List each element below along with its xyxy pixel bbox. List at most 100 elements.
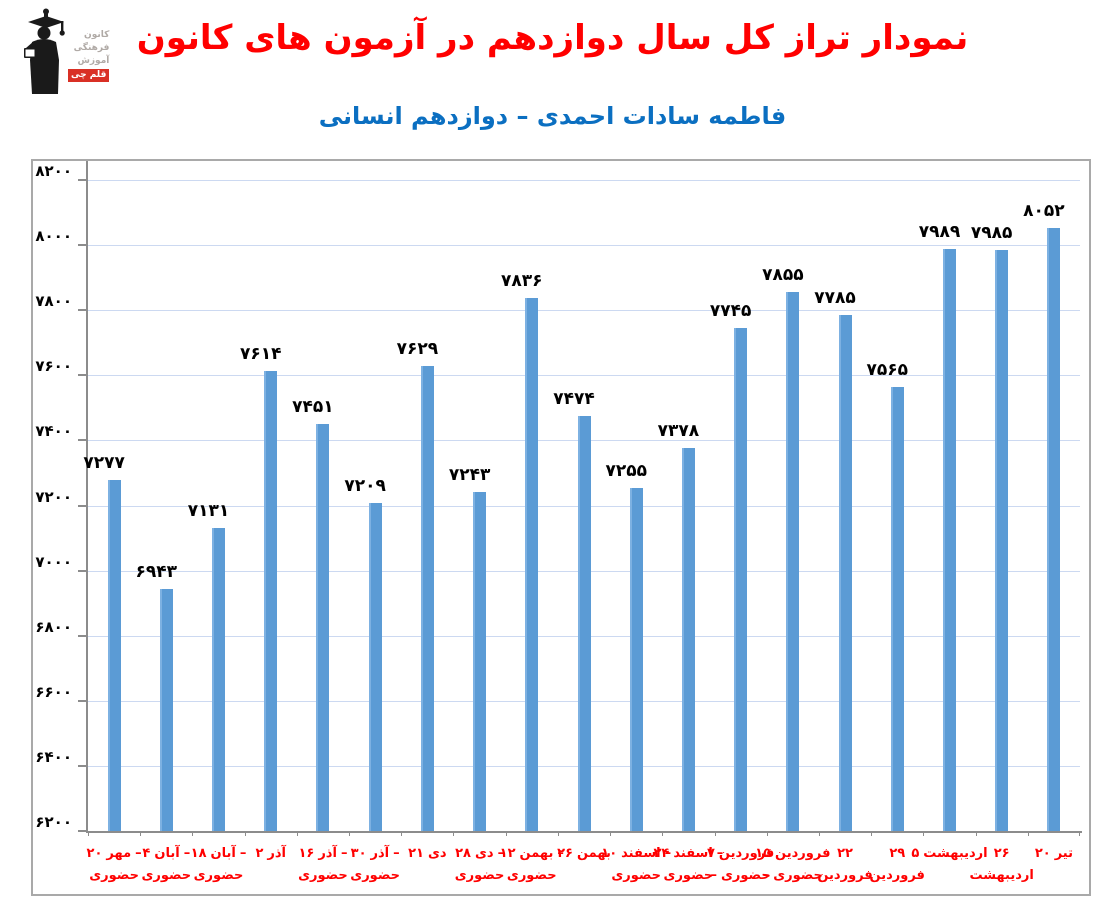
logo-text-line-2: فرهنگی — [73, 43, 110, 53]
y-tick-label: ۷۴۰۰ — [35, 422, 72, 441]
x-category-label-line: حضوری — [454, 868, 505, 883]
x-category-label: ۱۵ فروردین – حضوری — [733, 843, 853, 887]
bar — [1047, 228, 1061, 831]
bar — [368, 502, 382, 831]
x-category-label: ۲۸ دی – حضوری — [420, 843, 540, 887]
chart-box: ۶۲۰۰ ۶۴۰۰ ۶۶۰۰ ۶۸۰۰ ۷۰۰۰ ۷۲۰۰ ۷۴۰۰ ۷۶۰۰ ۷۸۰۰ ۸۰۰۰… — [31, 159, 1091, 896]
x-tick-mark — [244, 831, 246, 836]
x-category-label: ۲۲ فروردین — [785, 843, 905, 887]
bar-value-label: ۷۳۷۸ — [657, 420, 700, 441]
y-tick-mark — [78, 439, 86, 442]
kanoon-logo: کانون فرهنگی آموزش قلم چی — [14, 8, 112, 98]
gridline — [88, 375, 1080, 377]
y-tick-label: ۶۸۰۰ — [35, 617, 72, 636]
bar — [681, 447, 695, 831]
x-tick-mark — [453, 831, 455, 836]
x-category-label: ۴ آبان – حضوری — [106, 843, 226, 887]
bar — [264, 370, 278, 831]
x-category-label-line: ۲۴ اسفند – — [653, 846, 724, 861]
x-category-label-line: حضوری — [193, 868, 244, 883]
x-category-label-line: ۱۸ آبان – — [190, 846, 247, 861]
x-category-label: ۱۰ اسفند – حضوری — [576, 843, 696, 887]
bar — [942, 248, 956, 831]
bar — [734, 328, 748, 831]
bar-value-label: ۷۸۵۵ — [762, 265, 804, 286]
x-category-label: ۲۱ دی — [367, 843, 487, 865]
bar-value-label: ۷۷۸۵ — [814, 288, 856, 309]
x-category-label-line: ۲ آذر — [255, 846, 287, 861]
bar — [316, 423, 330, 831]
x-tick-mark — [818, 831, 820, 836]
x-category-label-line: ۲۶ — [993, 846, 1010, 861]
x-category-label-line: حضوری — [611, 868, 662, 883]
x-category-label-line: ۳۰ آذر – — [350, 846, 400, 861]
x-category-label-line: حضوری — [506, 868, 557, 883]
bar — [629, 487, 643, 831]
x-category-label-line: حضوری — [350, 868, 401, 883]
x-category-label: ۷ فروردین – حضوری — [681, 843, 801, 887]
x-category-label-line: ۵ اردیبهشت — [911, 846, 988, 861]
bar — [890, 386, 904, 831]
x-category-label-line: ۲۸ دی – — [455, 846, 505, 861]
bar-value-label: ۷۴۷۴ — [553, 389, 595, 410]
graduate-icon — [14, 8, 66, 96]
x-category-label: ۳۰ آذر – حضوری — [315, 843, 435, 887]
x-category-label: ۱۸ آبان – حضوری — [159, 843, 279, 887]
y-tick-mark — [78, 374, 86, 377]
x-tick-mark — [923, 831, 925, 836]
x-category-label-line: ۷ فروردین — [706, 846, 775, 861]
bar-value-label: ۷۵۶۵ — [866, 359, 909, 380]
plot-area: ۶۲۰۰ ۶۴۰۰ ۶۶۰۰ ۶۸۰۰ ۷۰۰۰ ۷۲۰۰ ۷۴۰۰ ۷۶۰۰ ۷۸۰۰ ۸۰۰۰… — [35, 161, 1082, 883]
x-category-label-line: ۴ آبان – — [142, 846, 191, 861]
y-tick-label: ۷۸۰۰ — [35, 292, 72, 311]
bar — [786, 292, 800, 831]
x-axis-line — [86, 831, 1082, 833]
y-tick-label: ۷۶۰۰ — [35, 357, 72, 376]
x-category-label: ۵ اردیبهشت — [889, 843, 1009, 865]
x-category-label: ۲۰ مهر – حضوری — [54, 843, 174, 887]
x-tick-mark — [349, 831, 351, 836]
x-category-label-line: ۲۹ — [889, 846, 906, 861]
x-category-label-line: – حضوری — [710, 868, 771, 883]
y-tick-label: ۶۴۰۰ — [35, 747, 72, 766]
x-category-label-line: ۲۰ مهر – — [86, 846, 142, 861]
logo-badge: قلم چی — [68, 69, 110, 82]
bar — [995, 249, 1009, 831]
y-tick-label: ۷۲۰۰ — [35, 487, 72, 506]
x-category-label-line: ۲۶ بهمن — [557, 846, 611, 861]
y-tick-mark — [78, 504, 86, 507]
y-tick-mark — [78, 764, 86, 767]
gridline — [88, 245, 1080, 247]
x-tick-mark — [975, 831, 977, 836]
bar — [838, 315, 852, 831]
y-tick-label: ۸۲۰۰ — [35, 162, 72, 180]
logo-text: کانون فرهنگی آموزش قلم چی — [68, 30, 110, 82]
bar-value-label: ۷۷۴۵ — [709, 301, 752, 322]
bar — [525, 298, 539, 831]
bar — [420, 365, 434, 831]
x-tick-mark — [662, 831, 664, 836]
y-tick-mark — [78, 569, 86, 572]
x-tick-mark — [1027, 831, 1029, 836]
bar — [107, 480, 121, 831]
y-tick-mark — [78, 179, 86, 181]
x-category-label-line: فروردین — [869, 868, 925, 883]
y-tick-mark — [78, 830, 86, 832]
bar — [212, 527, 226, 831]
x-tick-mark — [192, 831, 194, 836]
x-category-label-line: – حضوری — [762, 868, 823, 883]
bar-value-label: ۷۹۸۹ — [918, 221, 961, 242]
x-category-label: ۱۲ بهمن – حضوری — [472, 843, 592, 887]
bar-value-label: ۷۱۳۱ — [187, 500, 230, 521]
bar-value-label: ۷۲۰۹ — [344, 475, 386, 496]
x-tick-mark — [766, 831, 768, 836]
bar-value-label: ۷۲۷۷ — [83, 453, 125, 474]
bar-value-label: ۷۶۲۹ — [396, 338, 439, 359]
bar-value-label: ۷۲۵۵ — [605, 460, 647, 481]
x-category-label: ۲۰ تیر — [994, 843, 1105, 865]
x-category-label-line: ۲۱ دی — [408, 846, 447, 861]
x-tick-mark — [401, 831, 403, 836]
y-tick-mark — [78, 244, 86, 247]
bar-value-label: ۷۹۸۵ — [970, 222, 1013, 243]
bar-value-label: ۷۸۳۶ — [501, 271, 543, 292]
